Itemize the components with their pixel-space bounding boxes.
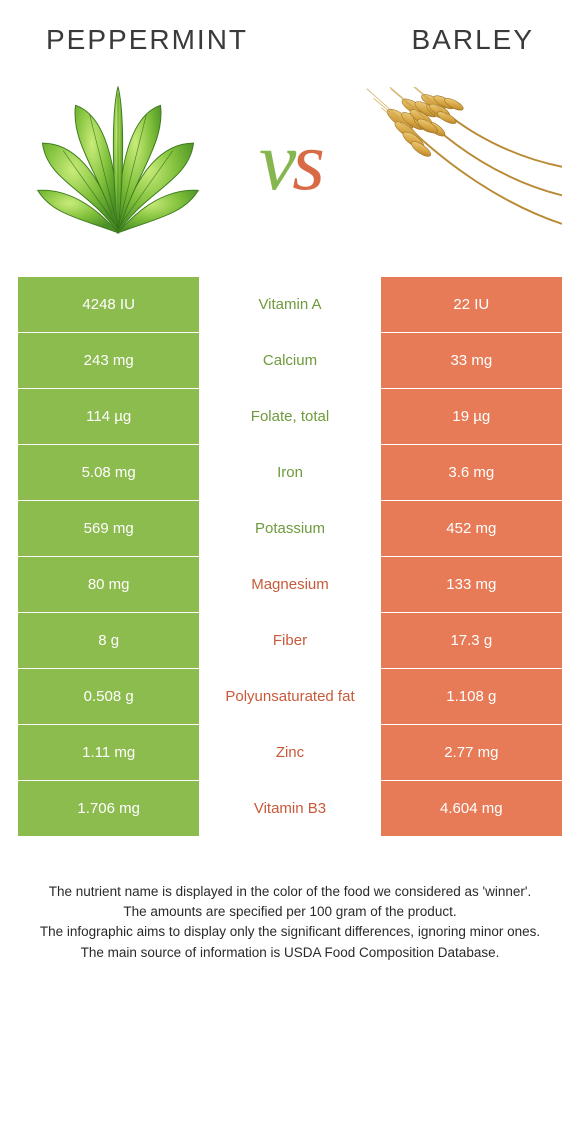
vs-s: s bbox=[292, 115, 321, 208]
value-left: 1.11 mg bbox=[18, 725, 199, 781]
nutrient-name: Calcium bbox=[199, 333, 380, 389]
footnotes: The nutrient name is displayed in the co… bbox=[18, 883, 562, 962]
value-right: 2.77 mg bbox=[381, 725, 562, 781]
nutrient-table: 4248 IUVitamin A22 IU243 mgCalcium33 mg1… bbox=[18, 277, 562, 837]
footnote-line: The main source of information is USDA F… bbox=[22, 944, 558, 962]
title-right: Barley bbox=[412, 24, 535, 56]
nutrient-name: Magnesium bbox=[199, 557, 380, 613]
nutrient-row: 80 mgMagnesium133 mg bbox=[18, 557, 562, 613]
nutrient-row: 4248 IUVitamin A22 IU bbox=[18, 277, 562, 333]
value-right: 19 µg bbox=[381, 389, 562, 445]
footnote-line: The nutrient name is displayed in the co… bbox=[22, 883, 558, 901]
nutrient-name: Vitamin B3 bbox=[199, 781, 380, 837]
nutrient-name: Fiber bbox=[199, 613, 380, 669]
nutrient-name: Potassium bbox=[199, 501, 380, 557]
nutrient-row: 0.508 gPolyunsaturated fat1.108 g bbox=[18, 669, 562, 725]
value-right: 1.108 g bbox=[381, 669, 562, 725]
value-left: 8 g bbox=[18, 613, 199, 669]
value-right: 22 IU bbox=[381, 277, 562, 333]
value-right: 33 mg bbox=[381, 333, 562, 389]
value-right: 452 mg bbox=[381, 501, 562, 557]
value-right: 17.3 g bbox=[381, 613, 562, 669]
hero-row: vs bbox=[18, 74, 562, 277]
vs-v: v bbox=[259, 115, 292, 208]
nutrient-name: Zinc bbox=[199, 725, 380, 781]
title-row: Peppermint Barley bbox=[18, 24, 562, 56]
vs-label: vs bbox=[259, 113, 321, 210]
comparison-infographic: Peppermint Barley bbox=[0, 0, 580, 984]
peppermint-image bbox=[18, 74, 218, 249]
value-left: 243 mg bbox=[18, 333, 199, 389]
nutrient-name: Iron bbox=[199, 445, 380, 501]
value-right: 3.6 mg bbox=[381, 445, 562, 501]
value-left: 4248 IU bbox=[18, 277, 199, 333]
nutrient-name: Vitamin A bbox=[199, 277, 380, 333]
value-left: 5.08 mg bbox=[18, 445, 199, 501]
value-left: 80 mg bbox=[18, 557, 199, 613]
nutrient-row: 1.706 mgVitamin B34.604 mg bbox=[18, 781, 562, 837]
nutrient-row: 5.08 mgIron3.6 mg bbox=[18, 445, 562, 501]
title-left: Peppermint bbox=[46, 24, 248, 56]
value-left: 0.508 g bbox=[18, 669, 199, 725]
footnote-line: The amounts are specified per 100 gram o… bbox=[22, 903, 558, 921]
nutrient-name: Folate, total bbox=[199, 389, 380, 445]
value-right: 4.604 mg bbox=[381, 781, 562, 837]
value-right: 133 mg bbox=[381, 557, 562, 613]
nutrient-row: 8 gFiber17.3 g bbox=[18, 613, 562, 669]
value-left: 569 mg bbox=[18, 501, 199, 557]
nutrient-row: 114 µgFolate, total19 µg bbox=[18, 389, 562, 445]
value-left: 1.706 mg bbox=[18, 781, 199, 837]
value-left: 114 µg bbox=[18, 389, 199, 445]
barley-image bbox=[362, 74, 562, 249]
footnote-line: The infographic aims to display only the… bbox=[22, 923, 558, 941]
nutrient-row: 569 mgPotassium452 mg bbox=[18, 501, 562, 557]
nutrient-name: Polyunsaturated fat bbox=[199, 669, 380, 725]
nutrient-row: 243 mgCalcium33 mg bbox=[18, 333, 562, 389]
nutrient-row: 1.11 mgZinc2.77 mg bbox=[18, 725, 562, 781]
